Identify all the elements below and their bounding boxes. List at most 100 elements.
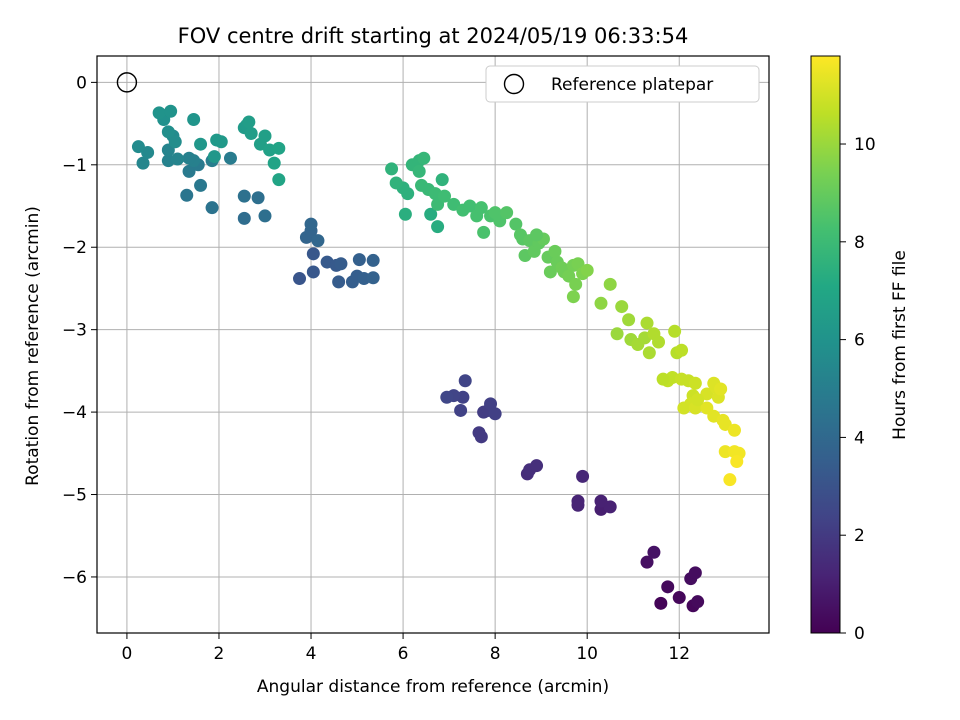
y-tick-label: −1 <box>62 156 87 176</box>
data-point <box>548 244 562 258</box>
y-tick-label: 0 <box>76 73 87 93</box>
data-point <box>194 178 208 192</box>
data-point <box>306 265 320 279</box>
data-point <box>180 188 194 202</box>
data-point <box>242 115 256 129</box>
x-ticks: 0 2 4 6 8 10 12 <box>122 633 690 664</box>
data-point <box>463 199 477 213</box>
data-point <box>484 397 498 411</box>
x-axis-label: Angular distance from reference (arcmin) <box>257 677 609 697</box>
data-point <box>474 430 488 444</box>
data-point <box>272 141 286 155</box>
data-points <box>131 104 746 613</box>
data-point <box>293 272 307 286</box>
x-tick-label: 10 <box>576 644 598 664</box>
grid-lines <box>97 56 769 633</box>
data-point <box>675 343 689 357</box>
colorbar-tick-label: 0 <box>854 624 865 644</box>
data-point <box>435 173 449 187</box>
data-point <box>654 596 668 610</box>
data-point <box>488 407 502 421</box>
data-point <box>424 207 438 221</box>
data-point <box>730 455 744 469</box>
data-point <box>182 151 196 165</box>
data-point <box>580 263 594 277</box>
colorbar-tick-label: 8 <box>854 233 865 253</box>
data-point <box>566 290 580 304</box>
data-point <box>530 459 544 473</box>
y-axis-label: Rotation from reference (arcmin) <box>23 206 43 486</box>
data-point <box>352 253 366 267</box>
data-point <box>642 346 656 360</box>
data-point <box>688 376 702 390</box>
data-point <box>438 189 452 203</box>
y-tick-label: −6 <box>62 568 87 588</box>
data-point <box>603 277 617 291</box>
data-point <box>656 372 670 386</box>
data-point <box>622 313 636 327</box>
legend-label: Reference platepar <box>551 75 713 95</box>
data-point <box>571 257 585 271</box>
data-point <box>136 156 150 170</box>
data-point <box>366 253 380 267</box>
colorbar-tick-label: 2 <box>854 526 865 546</box>
data-point <box>182 164 196 178</box>
data-point <box>647 545 661 559</box>
data-point <box>152 106 166 120</box>
data-point <box>161 125 175 139</box>
y-tick-label: −3 <box>62 321 87 341</box>
y-tick-label: −5 <box>62 486 87 506</box>
data-point <box>640 316 654 330</box>
chart-title: FOV centre drift starting at 2024/05/19 … <box>178 24 689 48</box>
data-point <box>237 211 251 225</box>
legend-box <box>485 65 760 103</box>
data-point <box>543 265 557 279</box>
y-tick-label: −2 <box>62 238 87 258</box>
data-point <box>207 150 221 164</box>
colorbar-ticks: 0 2 4 6 8 10 <box>840 135 876 644</box>
plot-frame <box>96 55 770 634</box>
data-point <box>251 191 265 205</box>
data-point <box>258 209 272 223</box>
data-point <box>723 473 737 487</box>
data-point <box>718 445 732 459</box>
legend-marker-open-circle <box>503 73 525 95</box>
data-point <box>569 277 583 291</box>
data-point <box>652 335 666 349</box>
x-tick-label: 4 <box>306 644 317 664</box>
data-point <box>272 173 286 187</box>
colorbar-tick-label: 10 <box>854 135 876 155</box>
data-point <box>311 234 325 248</box>
data-point <box>168 135 182 149</box>
data-point <box>131 140 145 154</box>
colorbar-tick-label: 4 <box>854 428 865 448</box>
data-point <box>458 374 472 388</box>
colorbar-label: Hours from first FF file <box>890 250 910 440</box>
legend: Reference platepar <box>485 65 760 103</box>
x-tick-label: 2 <box>214 644 225 664</box>
data-point <box>571 494 585 508</box>
data-point <box>431 220 445 234</box>
x-tick-label: 0 <box>122 644 133 664</box>
data-point <box>474 201 488 215</box>
data-point <box>661 580 675 594</box>
x-tick-label: 8 <box>490 644 501 664</box>
data-point <box>672 591 686 605</box>
data-point <box>454 403 468 417</box>
data-point <box>615 300 629 314</box>
data-point <box>171 152 185 166</box>
data-point <box>412 164 426 178</box>
data-point <box>304 217 318 231</box>
data-point <box>214 135 228 149</box>
data-point <box>389 176 403 190</box>
data-point <box>640 555 654 569</box>
data-point <box>398 207 412 221</box>
data-point <box>244 126 258 140</box>
data-point <box>576 469 590 483</box>
colorbar <box>810 55 841 634</box>
reference-marker <box>116 72 138 93</box>
data-point <box>610 327 624 341</box>
y-tick-label: −4 <box>62 403 87 423</box>
data-point <box>223 151 237 165</box>
